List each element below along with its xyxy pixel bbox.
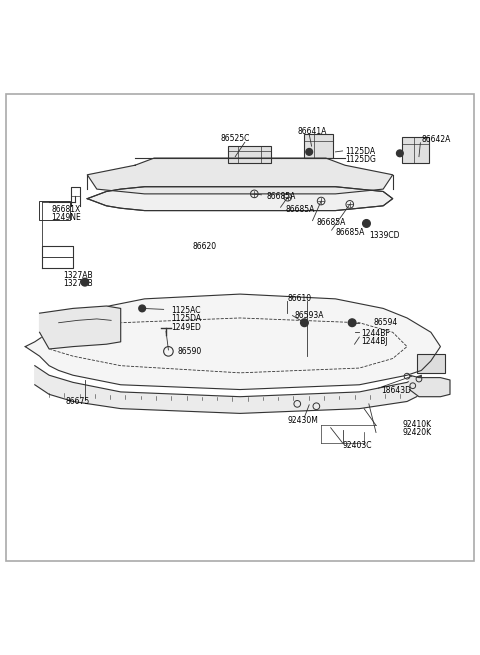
Circle shape <box>348 319 356 327</box>
Circle shape <box>363 219 370 227</box>
Text: 1339CD: 1339CD <box>369 231 399 240</box>
Text: 86685A: 86685A <box>285 204 315 214</box>
Polygon shape <box>87 187 393 210</box>
Text: 92430M: 92430M <box>288 416 319 425</box>
Text: 86641A: 86641A <box>297 127 327 136</box>
Text: 86590: 86590 <box>178 347 202 356</box>
FancyBboxPatch shape <box>228 146 271 163</box>
Circle shape <box>306 149 312 155</box>
Text: 1249NE: 1249NE <box>51 214 81 222</box>
FancyBboxPatch shape <box>417 354 445 373</box>
Text: 86681X: 86681X <box>51 204 81 214</box>
Text: 86685A: 86685A <box>316 218 346 227</box>
Text: 86525C: 86525C <box>221 134 250 143</box>
Text: 1125DG: 1125DG <box>345 155 376 164</box>
FancyBboxPatch shape <box>402 137 429 163</box>
Text: 1327CB: 1327CB <box>63 279 93 288</box>
Polygon shape <box>87 158 393 194</box>
Text: 1249ED: 1249ED <box>171 323 201 332</box>
Text: 1125AC: 1125AC <box>171 307 200 315</box>
Circle shape <box>139 305 145 312</box>
Text: 1125DA: 1125DA <box>171 314 201 324</box>
Text: 1244BJ: 1244BJ <box>362 337 388 346</box>
Polygon shape <box>409 375 450 397</box>
Text: 1327AB: 1327AB <box>63 271 93 280</box>
Text: 86620: 86620 <box>192 242 216 251</box>
Polygon shape <box>35 365 421 413</box>
Text: 86594: 86594 <box>373 318 398 328</box>
Text: 86685A: 86685A <box>266 192 296 201</box>
FancyBboxPatch shape <box>304 134 333 158</box>
Text: 92410K: 92410K <box>402 420 432 429</box>
Text: 86642A: 86642A <box>421 136 451 145</box>
Text: 86685A: 86685A <box>336 227 365 236</box>
Text: 92403C: 92403C <box>343 441 372 450</box>
Circle shape <box>396 150 403 157</box>
Polygon shape <box>39 306 120 349</box>
Text: 86675: 86675 <box>66 397 90 406</box>
Polygon shape <box>25 294 441 390</box>
Text: 92420K: 92420K <box>402 428 432 437</box>
Text: 1244BF: 1244BF <box>362 329 390 338</box>
Text: 86593A: 86593A <box>295 311 324 320</box>
Text: 1125DA: 1125DA <box>345 147 375 157</box>
Text: 86610: 86610 <box>288 294 312 303</box>
Circle shape <box>81 278 89 286</box>
Text: 18643D: 18643D <box>381 386 411 395</box>
Circle shape <box>300 319 308 327</box>
